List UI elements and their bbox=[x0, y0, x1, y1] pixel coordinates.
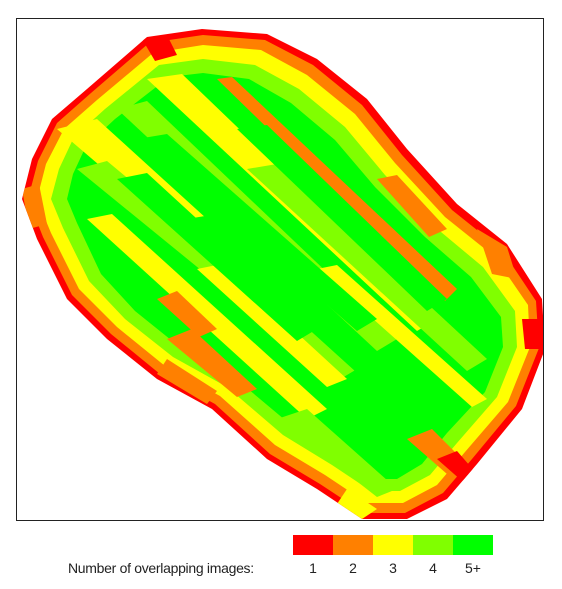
overlap-map bbox=[16, 18, 544, 521]
overlap-map-svg bbox=[22, 29, 543, 519]
legend: Number of overlapping images: 1 2 3 4 5+ bbox=[0, 533, 562, 583]
legend-swatch-1 bbox=[293, 535, 333, 555]
legend-label-1: 1 bbox=[309, 560, 317, 576]
legend-swatch-3 bbox=[373, 535, 413, 555]
legend-label-2: 2 bbox=[349, 560, 357, 576]
legend-swatch-2 bbox=[333, 535, 373, 555]
legend-label-5plus: 5+ bbox=[465, 560, 481, 576]
flight-line-bands bbox=[57, 74, 487, 497]
legend-label-4: 4 bbox=[429, 560, 437, 576]
legend-swatch-4 bbox=[413, 535, 453, 555]
legend-title: Number of overlapping images: bbox=[68, 560, 254, 576]
legend-label-3: 3 bbox=[389, 560, 397, 576]
legend-swatch-5plus bbox=[453, 535, 493, 555]
